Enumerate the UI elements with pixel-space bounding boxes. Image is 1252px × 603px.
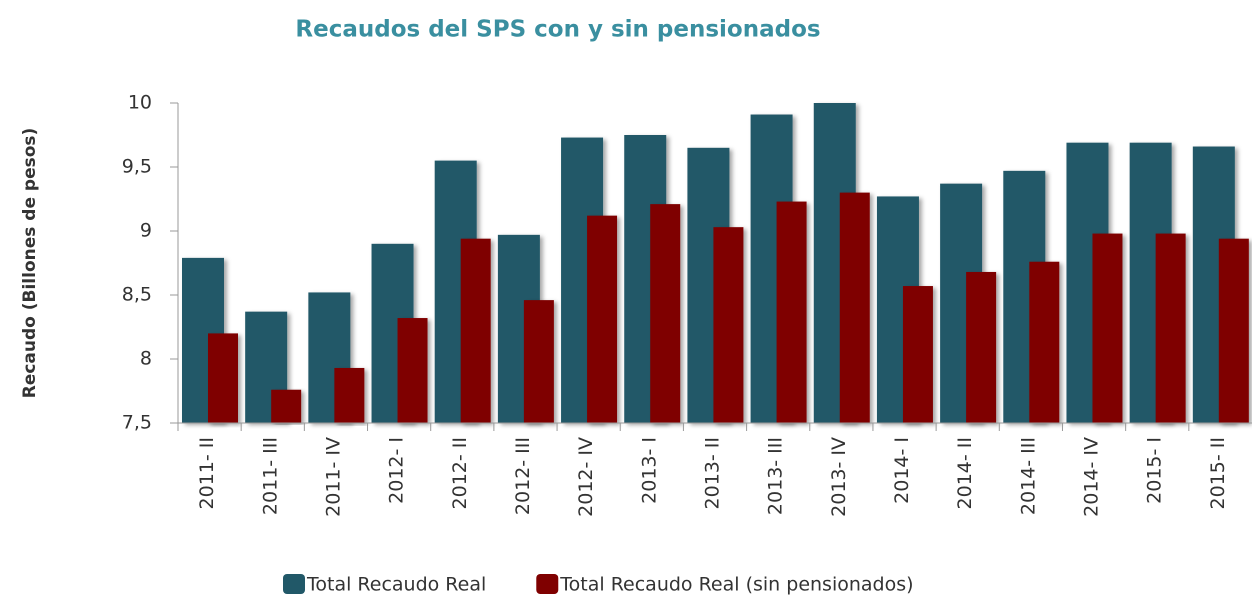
- bar: [966, 271, 997, 423]
- bar: [460, 238, 491, 423]
- legend-label: Total Recaudo Real (sin pensionados): [559, 574, 913, 596]
- bar: [839, 192, 870, 423]
- x-tick-label: 2012- II: [449, 437, 471, 509]
- y-tick-label: 8: [140, 348, 152, 370]
- x-tick-label: 2013- II: [702, 437, 724, 509]
- bar: [271, 389, 302, 423]
- bar: [587, 215, 618, 423]
- legend-swatch: [536, 574, 559, 594]
- chart-title: Recaudos del SPS con y sin pensionados: [295, 17, 820, 43]
- bar: [208, 333, 238, 423]
- x-tick-label: 2014- III: [1017, 437, 1039, 515]
- bar: [902, 286, 933, 423]
- x-tick-label: 2013- IV: [828, 437, 850, 517]
- x-tick-label: 2015- II: [1207, 437, 1229, 509]
- bar: [1218, 238, 1249, 423]
- bar: [397, 318, 428, 423]
- x-tick-label: 2015- I: [1144, 437, 1166, 504]
- bar: [1092, 233, 1123, 423]
- x-tick-label: 2012- IV: [575, 437, 597, 517]
- bar: [1029, 261, 1060, 423]
- y-tick-label: 7,5: [122, 412, 152, 434]
- y-tick-label: 9: [140, 220, 152, 242]
- x-tick-label: 2013- I: [638, 437, 660, 504]
- bar: [1155, 233, 1186, 423]
- bar: [523, 300, 554, 423]
- x-tick-label: 2014- I: [891, 437, 913, 504]
- y-tick-label: 9,5: [122, 156, 152, 178]
- x-tick-label: 2011- II: [196, 437, 218, 509]
- y-axis-label: Recaudo (Billones de pesos): [20, 128, 40, 399]
- bar: [334, 367, 365, 423]
- legend-swatch: [283, 574, 305, 594]
- bar: [776, 201, 807, 423]
- bar: [713, 227, 744, 423]
- y-tick-label: 10: [128, 92, 152, 114]
- x-tick-label: 2011- IV: [322, 437, 344, 517]
- bar: [650, 204, 681, 423]
- x-tick-label: 2014- IV: [1081, 437, 1103, 517]
- legend-label: Total Recaudo Real: [306, 574, 486, 596]
- x-tick-label: 2014- II: [954, 437, 976, 509]
- x-tick-label: 2012- I: [386, 437, 408, 504]
- y-tick-label: 8,5: [122, 284, 152, 306]
- x-tick-label: 2012- III: [512, 437, 534, 515]
- x-tick-label: 2013- III: [765, 437, 787, 515]
- x-tick-label: 2011- III: [259, 437, 281, 515]
